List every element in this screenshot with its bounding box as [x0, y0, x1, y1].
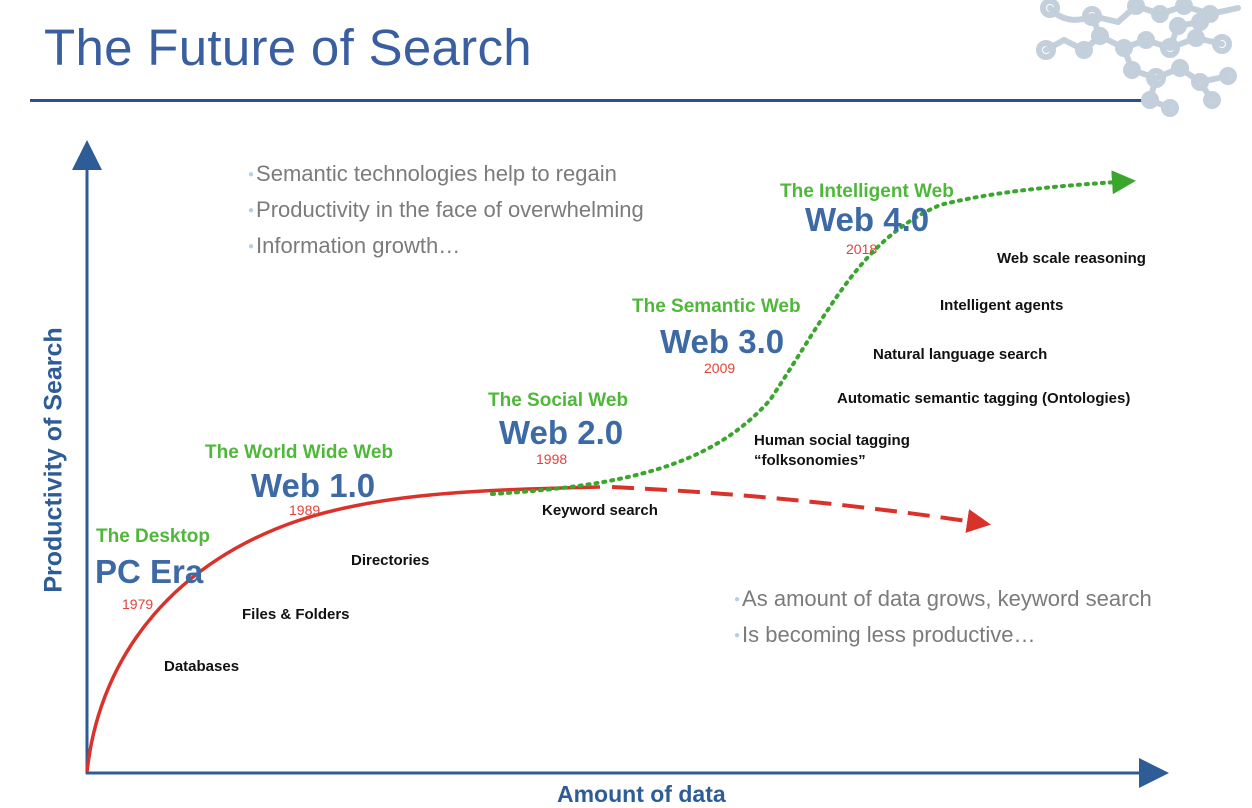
top-note-line: ●Information growth… — [248, 233, 461, 258]
tech-label: Directories — [351, 552, 430, 569]
era-year: 1979 — [122, 596, 154, 612]
bullet-icon: ● — [734, 594, 741, 605]
era-label: Web 2.0 — [499, 414, 624, 451]
top-note-line: ●Productivity in the face of overwhelmin… — [248, 197, 644, 222]
tech-label: Files & Folders — [242, 606, 350, 623]
era-label: PC Era — [95, 553, 204, 590]
era-name: The World Wide Web — [205, 442, 394, 463]
keyword-search-curve — [85, 485, 601, 773]
era-name: The Desktop — [96, 526, 211, 547]
era-name: The Semantic Web — [632, 296, 801, 317]
tech-label: Automatic semantic tagging (Ontologies) — [837, 390, 1131, 407]
top-note: ●Semantic technologies help to regain ●P… — [248, 156, 644, 264]
tech-label: Human social tagging — [754, 432, 910, 449]
tech-label: Natural language search — [873, 346, 1048, 363]
tech-label: Intelligent agents — [940, 297, 1064, 314]
top-note-line: ●Semantic technologies help to regain — [248, 161, 617, 186]
title-divider — [30, 99, 1145, 102]
bullet-icon: ● — [248, 205, 255, 216]
bottom-note-line: ●Is becoming less productive… — [734, 622, 1036, 647]
bottom-note: ●As amount of data grows, keyword search… — [734, 581, 1152, 653]
era-label: Web 1.0 — [251, 467, 376, 504]
era-name: The Social Web — [488, 390, 629, 411]
era-year: 1998 — [536, 451, 568, 467]
era-name: The Intelligent Web — [780, 181, 954, 202]
tech-label: “folksonomies” — [754, 452, 866, 469]
tech-label: Web scale reasoning — [997, 250, 1146, 267]
slide-title: The Future of Search — [44, 19, 532, 76]
era-year: 1989 — [289, 502, 321, 518]
bottom-note-line: ●As amount of data grows, keyword search — [734, 586, 1152, 611]
tech-label: Databases — [164, 658, 240, 675]
era-label: Web 4.0 — [805, 201, 930, 238]
x-axis-label: Amount of data — [557, 781, 726, 807]
keyword-decline-curve — [611, 485, 991, 533]
bullet-icon: ● — [734, 630, 741, 641]
era-year: 2018 — [846, 241, 878, 257]
tech-label: Keyword search — [542, 502, 658, 519]
bullet-icon: ● — [248, 241, 255, 252]
semantic-search-curve — [490, 170, 1136, 496]
bullet-icon: ● — [248, 169, 255, 180]
y-axis-label: Productivity of Search — [39, 327, 68, 593]
era-year: 2009 — [704, 360, 736, 376]
molecule-network-icon — [1036, 0, 1241, 117]
era-label: Web 3.0 — [660, 323, 785, 360]
